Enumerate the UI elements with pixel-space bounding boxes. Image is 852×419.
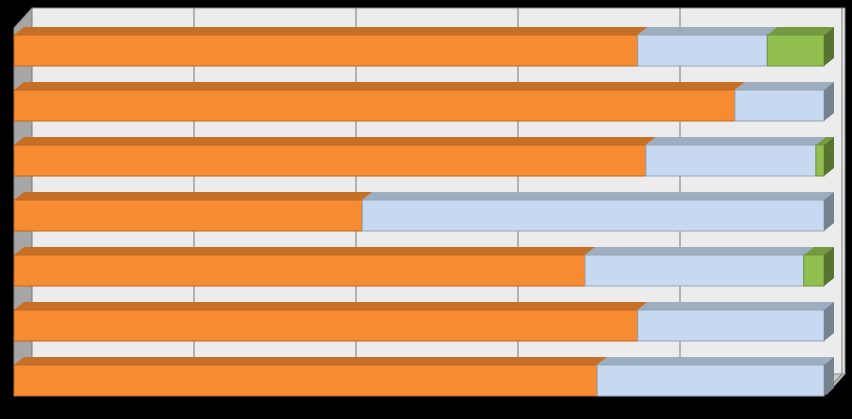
bar xyxy=(361,199,825,232)
bar-top xyxy=(14,137,656,145)
bar-top xyxy=(14,357,608,365)
bar-top xyxy=(14,27,648,35)
bar-side xyxy=(824,82,834,121)
bar xyxy=(584,254,805,287)
bar xyxy=(13,89,736,122)
bar xyxy=(637,309,825,342)
bar-top xyxy=(14,192,373,200)
bar-top xyxy=(734,82,834,90)
bar-top xyxy=(637,27,778,35)
bar-top xyxy=(14,82,745,90)
bar-side xyxy=(824,192,834,231)
bar xyxy=(13,254,586,287)
bar-top xyxy=(803,247,834,255)
bar xyxy=(596,364,825,397)
bar-side xyxy=(824,247,834,286)
bar-top xyxy=(597,357,834,365)
bar xyxy=(734,89,825,122)
bar xyxy=(13,309,639,342)
bar-top xyxy=(637,302,834,310)
bar-side xyxy=(824,357,834,396)
bar xyxy=(766,34,825,67)
bar xyxy=(13,144,647,177)
bar-side xyxy=(824,27,834,66)
bar-side xyxy=(824,137,834,176)
bar-top xyxy=(14,302,648,310)
bar-top xyxy=(645,137,826,145)
bar xyxy=(13,34,639,67)
bar xyxy=(13,199,363,232)
bar xyxy=(645,144,817,177)
bar-side xyxy=(824,302,834,341)
bar xyxy=(13,364,598,397)
bar-top xyxy=(585,247,814,255)
bar xyxy=(803,254,825,287)
bar xyxy=(637,34,768,67)
bar-top xyxy=(815,137,834,145)
bar-top xyxy=(362,192,834,200)
bar xyxy=(815,144,825,177)
bar-top xyxy=(14,247,596,255)
bar-top xyxy=(767,27,834,35)
